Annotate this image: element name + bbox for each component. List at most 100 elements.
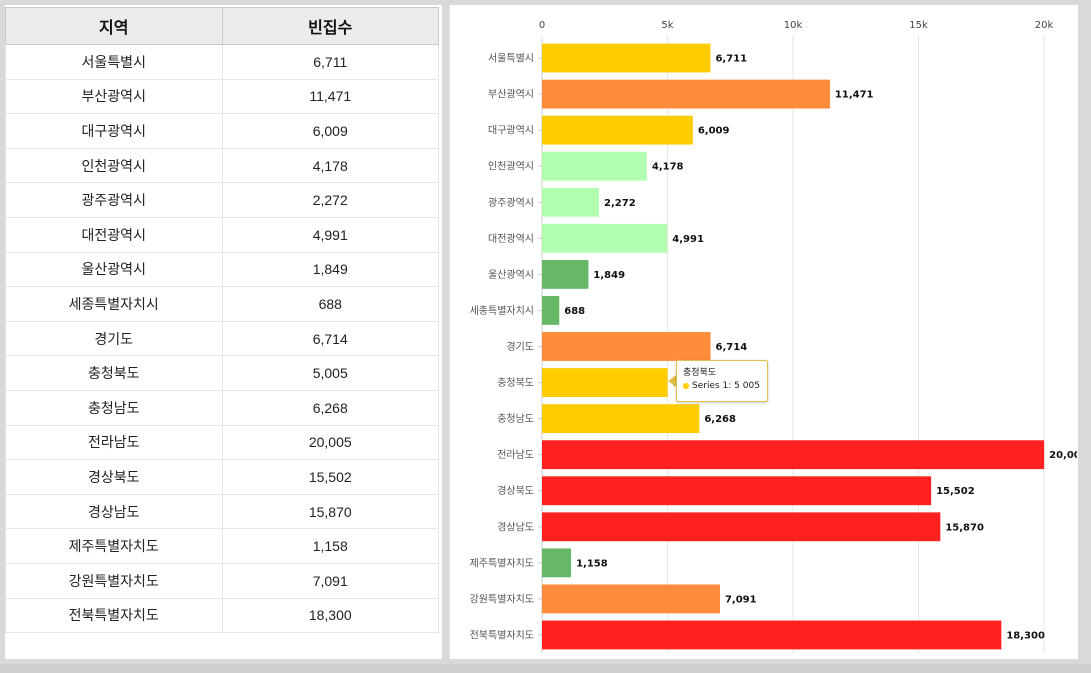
bar[interactable] xyxy=(542,79,830,109)
bar[interactable] xyxy=(542,43,711,73)
category-label: 제주특별자치도 xyxy=(470,557,534,569)
region-cell: 경기도 xyxy=(5,321,223,357)
bar-chart: 0 5k 10k 15k 20k 서울특별시 6,711 부산광역시 11,471 대구광역시 6,… xyxy=(470,20,1077,653)
count-cell: 2,272 xyxy=(222,182,439,218)
table-row[interactable]: 제주특별자치도 1,158 xyxy=(5,528,439,564)
bar[interactable] xyxy=(542,259,589,289)
category-label: 경상남도 xyxy=(497,520,534,533)
count-cell: 6,268 xyxy=(222,390,439,426)
category-label: 전북특별자치도 xyxy=(470,629,534,641)
count-cell: 15,502 xyxy=(222,459,439,495)
category-label: 광주광역시 xyxy=(488,197,534,209)
bar[interactable] xyxy=(542,115,693,145)
region-cell: 경상북도 xyxy=(5,459,223,495)
table-row[interactable]: 충청남도 6,268 xyxy=(5,390,439,426)
table-row[interactable]: 부산광역시 11,471 xyxy=(5,79,439,115)
count-cell: 20,005 xyxy=(222,425,439,461)
table-row[interactable]: 광주광역시 2,272 xyxy=(5,182,439,218)
bar[interactable] xyxy=(542,620,1002,650)
category-label: 대전광역시 xyxy=(488,233,534,245)
region-cell: 대전광역시 xyxy=(5,217,223,253)
category-label: 강원특별자치도 xyxy=(470,593,534,605)
table-row[interactable]: 대전광역시 4,991 xyxy=(5,217,439,253)
tooltip-title: 충청북도 xyxy=(683,368,717,378)
count-cell: 6,714 xyxy=(222,321,439,357)
bar[interactable] xyxy=(542,296,560,325)
region-cell: 세종특별자치시 xyxy=(5,286,223,322)
table-row[interactable]: 전라남도 20,005 xyxy=(5,425,439,461)
count-cell: 6,711 xyxy=(222,44,439,80)
bar[interactable] xyxy=(542,332,711,361)
data-table: 지역 빈집수 서울특별시 6,711 부산광역시 11,471 대구광역시 6,009 인천… xyxy=(5,7,439,634)
count-cell: 5,005 xyxy=(222,355,439,391)
table-row[interactable]: 경상북도 15,502 xyxy=(5,459,439,495)
bar[interactable] xyxy=(542,476,932,506)
bar[interactable] xyxy=(542,223,668,253)
table-row[interactable]: 대구광역시 6,009 xyxy=(5,113,439,149)
x-tick-label: 0 xyxy=(539,20,545,31)
count-cell: 18,300 xyxy=(222,598,439,634)
count-cell: 4,178 xyxy=(222,148,439,184)
data-label: 1,158 xyxy=(576,558,608,569)
region-cell: 부산광역시 xyxy=(5,79,223,115)
chart-tooltip: 충청북도 Series 1: 5 005 xyxy=(676,360,768,402)
tooltip-series-dot-icon xyxy=(683,382,689,389)
table-row[interactable]: 강원특별자치도 7,091 xyxy=(5,563,439,599)
table-row[interactable]: 충청북도 5,005 xyxy=(5,355,439,391)
count-cell: 7,091 xyxy=(222,563,439,599)
category-label: 인천광역시 xyxy=(488,161,534,173)
category-label: 충청북도 xyxy=(497,377,534,389)
region-cell: 전북특별자치도 xyxy=(5,598,223,634)
data-label: 4,178 xyxy=(652,162,684,173)
count-cell: 11,471 xyxy=(222,79,439,115)
data-label: 6,268 xyxy=(704,414,736,425)
x-tick-label: 10k xyxy=(784,20,803,31)
bar[interactable] xyxy=(542,404,700,434)
table-row[interactable]: 울산광역시 1,849 xyxy=(5,252,439,288)
bar[interactable] xyxy=(542,187,600,217)
region-cell: 충청남도 xyxy=(5,390,223,426)
table-row[interactable]: 경상남도 15,870 xyxy=(5,494,439,530)
region-cell: 서울특별시 xyxy=(5,44,223,80)
region-cell: 충청북도 xyxy=(5,355,223,391)
data-label: 15,502 xyxy=(936,486,975,497)
category-label: 세종특별자치시 xyxy=(470,305,534,317)
bar[interactable] xyxy=(542,512,941,542)
category-label: 대구광역시 xyxy=(488,125,534,137)
category-label: 서울특별시 xyxy=(488,53,534,65)
header-vacant-count[interactable]: 빈집수 xyxy=(221,7,439,45)
x-tick-label: 15k xyxy=(909,20,928,31)
region-cell: 광주광역시 xyxy=(5,182,223,218)
bar[interactable] xyxy=(542,584,720,614)
data-label: 20,005 xyxy=(1049,450,1077,461)
x-tick-label: 5k xyxy=(661,20,673,31)
data-label: 11,471 xyxy=(835,90,874,101)
bar[interactable] xyxy=(542,368,668,397)
region-cell: 울산광역시 xyxy=(5,252,223,288)
table-header-row: 지역 빈집수 xyxy=(5,7,439,45)
data-label: 6,711 xyxy=(715,54,747,65)
bar[interactable] xyxy=(542,151,647,181)
count-cell: 1,158 xyxy=(222,528,439,564)
table-row[interactable]: 세종특별자치시 688 xyxy=(5,286,439,322)
data-label: 6,009 xyxy=(698,126,730,137)
count-cell: 4,991 xyxy=(222,217,439,253)
region-cell: 인천광역시 xyxy=(5,148,223,184)
header-region[interactable]: 지역 xyxy=(5,7,223,45)
data-label: 1,849 xyxy=(593,270,625,281)
category-label: 울산광역시 xyxy=(488,269,534,281)
data-label: 6,714 xyxy=(716,342,748,353)
table-row[interactable]: 인천광역시 4,178 xyxy=(5,148,439,184)
count-cell: 1,849 xyxy=(222,252,439,288)
table-row[interactable]: 서울특별시 6,711 xyxy=(5,44,439,80)
bar[interactable] xyxy=(542,440,1045,470)
category-label: 경기도 xyxy=(506,340,534,353)
table-row[interactable]: 경기도 6,714 xyxy=(5,321,439,357)
bar[interactable] xyxy=(542,548,572,578)
table-row[interactable]: 전북특별자치도 18,300 xyxy=(5,598,439,634)
count-cell: 6,009 xyxy=(222,113,439,149)
bottom-scrollbar[interactable] xyxy=(0,664,1091,673)
tooltip-text: Series 1: 5 005 xyxy=(692,381,760,391)
region-cell: 강원특별자치도 xyxy=(5,563,223,599)
region-cell: 전라남도 xyxy=(5,425,223,461)
